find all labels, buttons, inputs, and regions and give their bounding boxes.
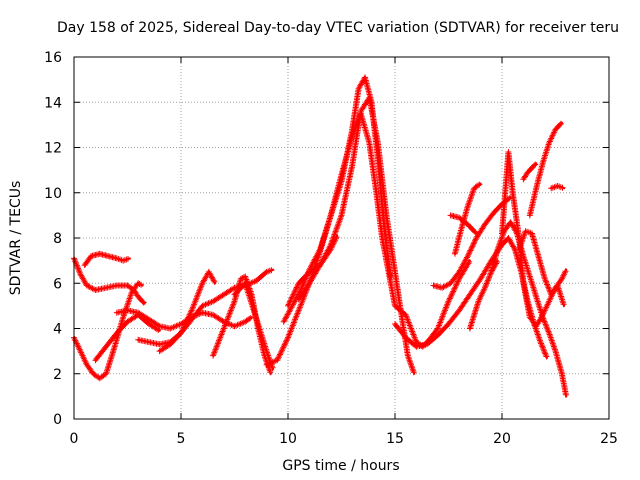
series-markers <box>520 161 539 183</box>
series-markers <box>71 280 145 382</box>
series-sat-track-16 <box>392 259 473 350</box>
y-tick-label: 0 <box>53 412 62 428</box>
series-sat-track-5 <box>113 307 183 332</box>
series-sat-track-4 <box>92 311 162 364</box>
grid-lines <box>74 57 609 419</box>
plot-frame <box>73 56 610 420</box>
y-tick-label: 8 <box>53 231 62 247</box>
series-sat-track-19 <box>447 212 479 236</box>
series-sat-track-24 <box>520 161 539 183</box>
x-tick-label: 10 <box>279 431 297 447</box>
x-tick-label: 20 <box>493 431 511 447</box>
y-tick-label: 16 <box>44 50 62 66</box>
series-markers <box>516 228 567 308</box>
series-markers <box>392 259 473 350</box>
y-tick-label: 14 <box>44 95 62 111</box>
series-markers <box>285 234 340 309</box>
series-sat-track-14 <box>285 234 340 309</box>
series-sat-track-10 <box>231 280 276 371</box>
y-tick-label: 10 <box>44 186 62 202</box>
series-markers <box>71 255 147 306</box>
series-markers <box>92 311 162 364</box>
series-markers <box>295 94 417 376</box>
y-tick-label: 4 <box>53 322 62 338</box>
axis-ticks: 0 5 10 15 20 25 0 2 4 6 8 10 12 14 16 <box>44 50 618 447</box>
series-sat-track-25 <box>548 183 566 192</box>
series-sat-track-17 <box>430 195 513 291</box>
series-sat-track-26 <box>466 259 500 332</box>
x-axis-label: GPS time / hours <box>282 458 399 474</box>
x-tick-label: 5 <box>177 431 186 447</box>
x-tick-label: 25 <box>600 431 618 447</box>
x-tick-label: 0 <box>70 431 79 447</box>
series-sat-track-23 <box>516 228 567 308</box>
series-sat-track-3 <box>71 280 145 382</box>
series-sat-track-1 <box>71 255 147 306</box>
series-sat-track-22 <box>526 120 564 219</box>
y-tick-label: 2 <box>53 367 62 383</box>
series-markers <box>430 195 513 291</box>
series-layer <box>71 74 569 398</box>
series-sat-track-8 <box>178 309 254 330</box>
series-sat-track-13 <box>295 94 417 376</box>
series-markers <box>231 280 276 371</box>
y-axis-label: SDTVAR / TECUs <box>8 181 24 296</box>
series-markers <box>526 120 564 219</box>
series-markers <box>466 259 500 332</box>
series-markers <box>113 307 183 332</box>
series-markers <box>548 183 566 192</box>
series-sat-track-2 <box>81 250 131 269</box>
y-tick-label: 12 <box>44 141 62 157</box>
y-tick-label: 6 <box>53 276 62 292</box>
series-markers <box>81 250 131 269</box>
series-markers <box>447 212 479 236</box>
chart-title: Day 158 of 2025, Sidereal Day-to-day VTE… <box>57 20 619 36</box>
x-tick-label: 15 <box>386 431 404 447</box>
